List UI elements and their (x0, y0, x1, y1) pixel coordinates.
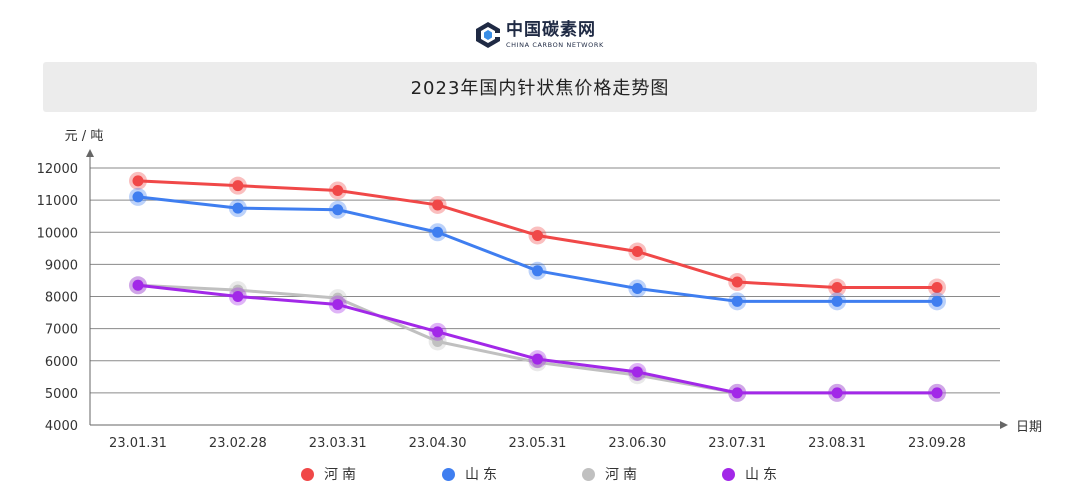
data-point (232, 202, 244, 214)
legend-marker (301, 467, 314, 481)
data-point (931, 295, 943, 307)
data-point (232, 291, 244, 302)
data-point (731, 387, 743, 399)
legend-label: 河南 (324, 467, 360, 483)
chart-ticks: 4000 5000 6000 7000 8000 9000 10000 11000 12000 2… (37, 162, 966, 451)
x-tick-label: 23.06.30 (608, 436, 666, 451)
x-tick-label: 23.07.31 (708, 436, 766, 451)
data-point (432, 199, 444, 211)
data-point (132, 191, 144, 203)
series-0 (129, 171, 946, 297)
y-tick-label: 8000 (45, 291, 78, 306)
chart-series (129, 171, 946, 402)
data-point (132, 175, 144, 187)
data-point (731, 295, 743, 307)
y-tick-label: 6000 (45, 355, 78, 370)
y-axis-label: 元 / 吨 (65, 129, 104, 144)
carbon-logo-icon (476, 22, 501, 48)
legend-label: 山东 (465, 467, 501, 483)
logo-name-cn: 中国碳素网 (506, 19, 596, 40)
x-tick-label: 23.03.31 (309, 436, 367, 451)
chart-title-bar: 2023年国内针状焦价格走势图 (43, 62, 1037, 112)
legend-marker (722, 467, 735, 481)
data-point (532, 229, 543, 241)
x-axis-label: 日期 (1016, 420, 1042, 435)
data-point (432, 335, 444, 347)
data-point (532, 353, 543, 365)
legend-item[interactable]: 河南 (301, 464, 360, 484)
y-tick-label: 11000 (37, 194, 78, 209)
brand-logo: 中国碳素网 CHINA CARBON NETWORK (474, 18, 604, 52)
logo-name-en: CHINA CARBON NETWORK (506, 40, 604, 49)
legend-label: 河南 (605, 467, 641, 483)
legend-label: 山东 (745, 467, 781, 483)
series-1 (129, 187, 946, 311)
legend-item[interactable]: 山东 (442, 464, 501, 484)
y-tick-label: 4000 (45, 419, 78, 434)
data-point (332, 184, 344, 196)
y-axis-arrow (86, 149, 94, 157)
chart-legend: 河南 山东 河南 山东 (0, 464, 1080, 486)
x-tick-label: 23.02.28 (209, 436, 267, 451)
data-point (332, 299, 344, 311)
x-tick-label: 23.01.31 (109, 436, 167, 451)
x-tick-label: 23.04.30 (409, 436, 467, 451)
series-2 (129, 276, 946, 402)
data-point (332, 204, 344, 216)
data-point (831, 282, 843, 294)
y-tick-label: 12000 (37, 162, 78, 177)
series-3 (129, 276, 946, 402)
data-point (432, 326, 444, 338)
legend-marker (582, 467, 595, 481)
x-tick-label: 23.08.31 (808, 436, 866, 451)
y-tick-label: 10000 (37, 226, 78, 241)
data-point (831, 295, 843, 307)
legend-item[interactable]: 河南 (582, 464, 641, 484)
data-point (731, 276, 743, 288)
y-tick-label: 5000 (45, 387, 78, 402)
data-point (532, 265, 543, 277)
data-point (831, 387, 843, 399)
data-point (631, 246, 643, 258)
data-point (232, 180, 244, 192)
data-point (631, 282, 643, 294)
legend-marker (442, 467, 455, 481)
x-axis-arrow (1000, 421, 1008, 429)
data-point (432, 226, 444, 238)
data-point (931, 387, 943, 399)
x-tick-label: 23.05.31 (509, 436, 567, 451)
x-tick-label: 23.09.28 (908, 436, 966, 451)
data-point (631, 366, 643, 378)
data-point (931, 282, 943, 294)
legend-item[interactable]: 山东 (722, 464, 781, 484)
chart-title: 2023年国内针状焦价格走势图 (410, 78, 670, 99)
chart-axes (86, 149, 1008, 429)
y-tick-label: 7000 (45, 323, 78, 338)
y-tick-label: 9000 (45, 258, 78, 273)
data-point (132, 279, 144, 291)
